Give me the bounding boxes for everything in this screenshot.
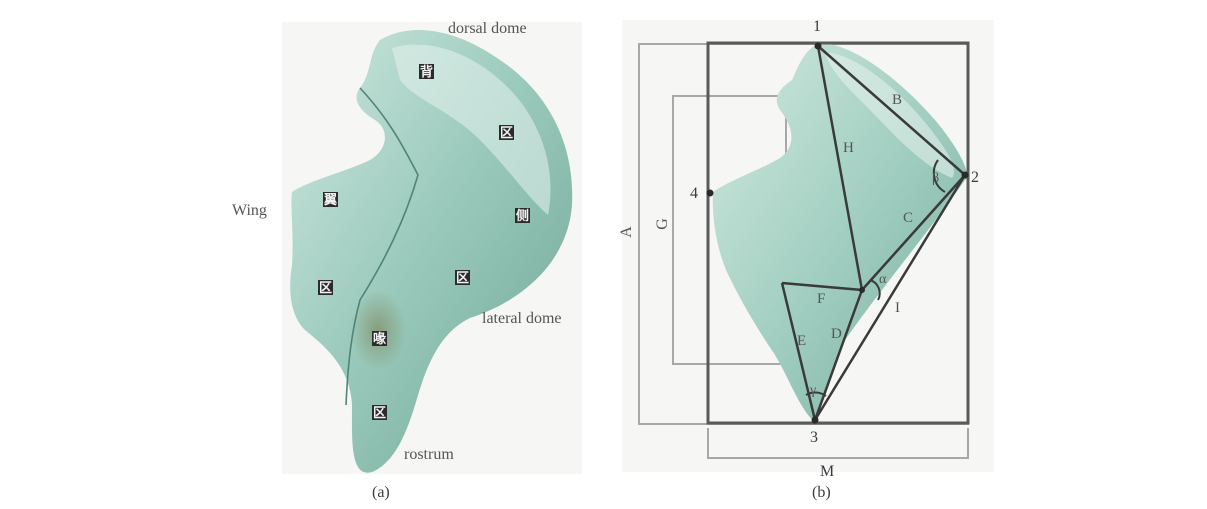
inner-point-dot xyxy=(859,287,865,293)
division-line-a xyxy=(345,87,419,406)
dim-label-a: A xyxy=(618,226,635,238)
measurement-lines xyxy=(780,45,967,425)
region-mark: 区 xyxy=(319,281,332,296)
bracket-m xyxy=(707,428,969,459)
angle-label-gamma: γ xyxy=(809,383,816,398)
point-3-dot xyxy=(811,416,819,424)
line-label-i: I xyxy=(895,300,900,316)
panel-b: 1 2 3 4 B H C I F E D β α γ A G M (b) xyxy=(618,18,994,501)
point-2-label: 2 xyxy=(971,169,979,186)
line-2-inner xyxy=(861,174,966,291)
region-mark: 区 xyxy=(373,406,386,421)
bone-texture-a xyxy=(392,44,551,215)
angle-alpha-arc xyxy=(869,279,881,301)
line-label-d: D xyxy=(831,326,842,342)
caption-b: (b) xyxy=(812,484,831,501)
point-4-dot xyxy=(706,189,714,197)
point-1-label: 1 xyxy=(813,18,821,35)
label-lateral-dome: lateral dome xyxy=(482,310,562,327)
bounding-frame xyxy=(706,41,970,425)
line-label-e: E xyxy=(797,333,806,349)
angle-gamma-arc xyxy=(805,391,827,397)
line-label-h: H xyxy=(843,140,854,156)
region-mark: 背 xyxy=(420,64,433,80)
line-label-f: F xyxy=(817,291,825,307)
line-1-2 xyxy=(817,45,966,176)
line-2-3 xyxy=(813,174,967,421)
triangle-def xyxy=(780,281,864,425)
caption-a: (a) xyxy=(372,484,390,501)
dark-patch-a xyxy=(350,290,406,370)
label-dorsal-dome: dorsal dome xyxy=(448,20,527,37)
dim-label-g: G xyxy=(654,218,671,230)
region-mark: 区 xyxy=(500,126,513,141)
point-3-label: 3 xyxy=(810,429,818,446)
region-marks: 背 区 翼 侧 区 区 喙 区 xyxy=(318,64,530,421)
point-4-label: 4 xyxy=(690,185,698,202)
points xyxy=(706,42,969,424)
label-wing: Wing xyxy=(232,202,267,219)
angle-arcs xyxy=(805,159,946,397)
point-2-dot xyxy=(961,171,969,179)
line-label-c: C xyxy=(903,210,913,226)
panel-a: dorsal dome Wing lateral dome rostrum (a… xyxy=(232,20,582,501)
region-mark: 区 xyxy=(456,271,469,286)
angle-label-alpha: α xyxy=(879,272,887,287)
region-mark: 侧 xyxy=(516,208,529,224)
line-label-b: B xyxy=(892,92,902,108)
point-1-dot xyxy=(814,42,822,50)
region-mark: 翼 xyxy=(323,193,337,208)
label-rostrum: rostrum xyxy=(404,446,454,463)
angle-label-beta: β xyxy=(932,171,939,186)
line-1-to-inner xyxy=(816,45,864,291)
angle-beta-arc xyxy=(932,159,946,193)
dim-label-m: M xyxy=(820,463,834,480)
region-mark: 喙 xyxy=(373,331,387,347)
bone-texture-b xyxy=(825,52,955,178)
